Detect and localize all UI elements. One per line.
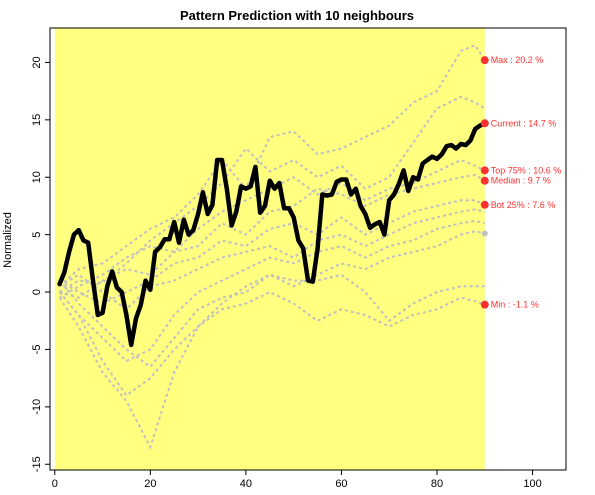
y-tick-label--5: -5 — [31, 345, 43, 355]
y-tick-label-15: 15 — [31, 114, 43, 126]
annotation-point-4 — [480, 176, 489, 185]
neighbour-series-8 — [58, 230, 486, 450]
neighbour-series-2 — [59, 95, 486, 293]
neighbour-series-10 — [58, 290, 486, 397]
x-tick-label-60: 60 — [335, 478, 347, 490]
neighbour-series-5 — [59, 199, 486, 305]
annotation-point-1 — [480, 56, 489, 65]
plot-frame — [49, 27, 567, 471]
y-tick-label-20: 20 — [31, 56, 43, 68]
y-tick-label-10: 10 — [31, 171, 43, 183]
neighbour-series-7 — [58, 219, 486, 363]
neighbour-series-4 — [59, 173, 486, 299]
neighbour-series-3 — [59, 158, 486, 299]
annotation-label-5: Bot 25% : 7.6 % — [491, 200, 556, 210]
x-tick-label-80: 80 — [431, 478, 443, 490]
y-tick-label--10: -10 — [31, 399, 43, 415]
neighbour-endpoint-marker — [481, 230, 488, 237]
highlight-region — [54, 28, 485, 470]
y-tick-label--15: -15 — [31, 456, 43, 472]
main-series — [57, 121, 488, 348]
annotation-label-6: Min : -1.1 % — [491, 300, 539, 310]
x-tick-label-20: 20 — [144, 478, 156, 490]
y-tick-label-0: 0 — [31, 289, 43, 295]
annotation-label-2: Current : 14.7 % — [491, 118, 557, 128]
annotation-label-3: Top 75% : 10.6 % — [491, 165, 562, 175]
annotation-label-4: Median : 9.7 % — [491, 176, 551, 186]
x-tick-label-40: 40 — [240, 478, 252, 490]
y-tick-label-5: 5 — [31, 232, 43, 238]
neighbour-series-6 — [59, 208, 486, 311]
annotation-point-2 — [480, 119, 489, 128]
annotation-point-5 — [480, 200, 489, 209]
plot-area: Max : 20.2 % Current : 14.7 % Top 75% : 10… — [31, 27, 567, 490]
annotation-point-6 — [480, 300, 489, 309]
annotation-label-1: Max : 20.2 % — [491, 55, 544, 65]
chart-title: Pattern Prediction with 10 neighbours — [180, 8, 414, 23]
y-axis-label: Normalized — [2, 212, 14, 268]
x-tick-label-100: 100 — [523, 478, 541, 490]
x-tick-label-0: 0 — [52, 478, 58, 490]
annotation-point-3 — [480, 166, 489, 175]
neighbour-series-1 — [58, 43, 486, 288]
